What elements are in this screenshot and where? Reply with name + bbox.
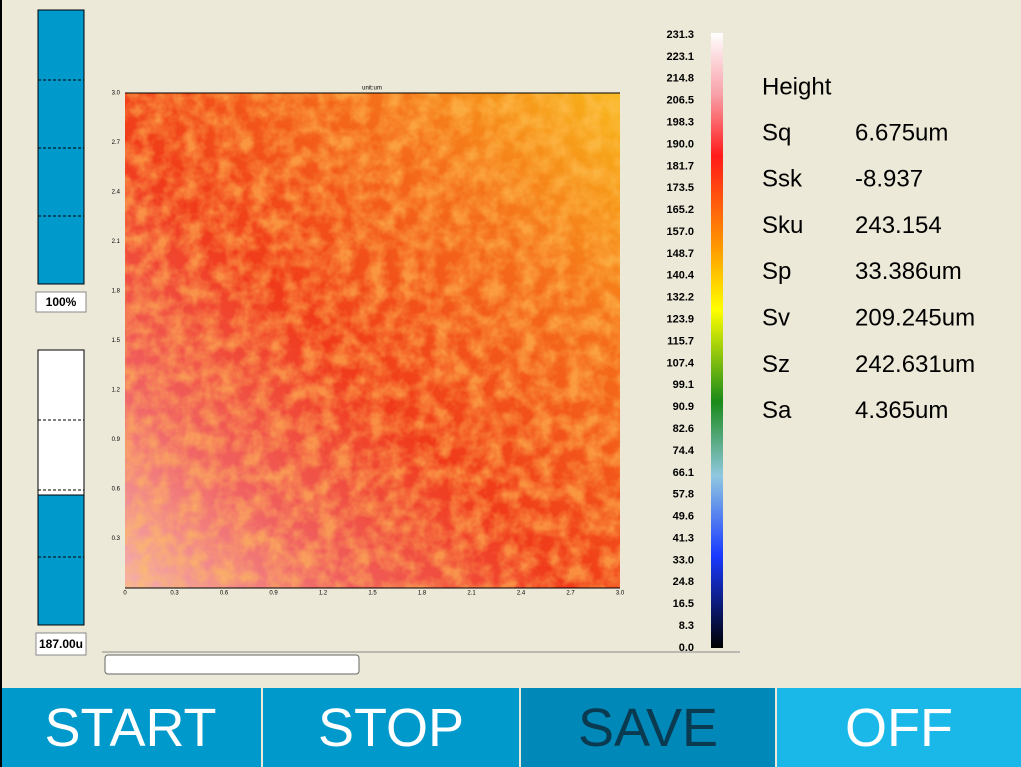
colorbar (711, 33, 723, 648)
map-x-tick: 1.2 (319, 591, 328, 597)
stat-value: 243.154 (855, 212, 942, 239)
height-map-texture (125, 93, 620, 588)
colorbar-label: 41.3 (673, 532, 694, 544)
colorbar-label: 24.8 (673, 576, 694, 588)
stat-name: Sq (762, 119, 791, 146)
colorbar-label: 8.3 (679, 620, 694, 632)
map-title: unit:um (362, 86, 382, 92)
colorbar-label: 140.4 (666, 270, 694, 282)
stat-name: Sz (762, 351, 790, 378)
colorbar-label: 99.1 (673, 379, 694, 391)
colorbar-label: 132.2 (666, 292, 694, 304)
colorbar-label: 16.5 (673, 598, 694, 610)
colorbar-label: 223.1 (666, 51, 694, 63)
stat-value: 6.675um (855, 119, 948, 146)
map-x-tick: 0.6 (220, 591, 229, 597)
button[interactable]: START (0, 688, 261, 767)
map-y-tick: 1.2 (112, 388, 121, 394)
colorbar-label: 173.5 (666, 182, 694, 194)
colorbar-label: 231.3 (666, 29, 694, 41)
colorbar-label: 115.7 (667, 335, 694, 347)
button[interactable]: OFF (777, 688, 1021, 767)
map-x-tick: 0.3 (170, 591, 179, 597)
stat-value: 33.386um (855, 258, 962, 285)
map-x-tick: 3.0 (616, 591, 625, 597)
stats-title: Height (762, 73, 832, 100)
stat-name: Sa (762, 397, 792, 424)
colorbar-label: 198.3 (666, 116, 694, 128)
stat-value: 242.631um (855, 351, 975, 378)
colorbar-label: 107.4 (666, 357, 694, 369)
button[interactable]: SAVE (521, 688, 775, 767)
colorbar-label: 190.0 (666, 138, 694, 150)
map-x-tick: 2.1 (467, 591, 476, 597)
colorbar-label: 181.7 (666, 160, 694, 172)
map-x-tick: 2.7 (566, 591, 575, 597)
map-y-tick: 0.3 (112, 536, 121, 542)
gauge-fill (38, 495, 84, 625)
map-x-tick: 1.5 (368, 591, 377, 597)
colorbar-label: 206.5 (666, 95, 694, 107)
map-y-tick: 3.0 (112, 91, 121, 97)
gauge-label: 187.00u (39, 637, 83, 651)
colorbar-label: 214.8 (666, 73, 694, 85)
button[interactable]: STOP (263, 688, 519, 767)
colorbar-label: 33.0 (673, 554, 694, 566)
map-y-tick: 2.1 (112, 239, 121, 245)
colorbar-label: 57.8 (673, 489, 694, 501)
map-y-tick: 2.4 (112, 190, 121, 196)
map-y-tick: 0.6 (112, 487, 121, 493)
colorbar-label: 165.2 (666, 204, 694, 216)
scroll-thumb[interactable] (105, 655, 359, 674)
app-window: 100% 187.00u unit:um Height 0 0.3 0.6 0.9 1.… (0, 0, 1021, 767)
stat-value: -8.937 (855, 166, 923, 193)
map-x-tick: 1.8 (418, 591, 427, 597)
colorbar-label: 49.6 (673, 511, 694, 523)
map-y-tick: 1.5 (112, 338, 121, 344)
map-y-tick: 1.8 (112, 289, 121, 295)
colorbar-label: 0.0 (679, 642, 694, 654)
colorbar-label: 74.4 (673, 445, 695, 457)
stat-value: 4.365um (855, 397, 948, 424)
map-x-tick: 0 (123, 591, 127, 597)
colorbar-label: 66.1 (673, 467, 694, 479)
colorbar-label: 123.9 (666, 314, 694, 326)
stat-name: Sku (762, 212, 803, 239)
stat-name: Ssk (762, 166, 803, 193)
stat-name: Sv (762, 305, 790, 332)
map-y-tick: 0.9 (112, 437, 121, 443)
colorbar-label: 82.6 (673, 423, 694, 435)
colorbar-label: 90.9 (673, 401, 694, 413)
colorbar-label: 148.7 (666, 248, 694, 260)
stat-value: 209.245um (855, 305, 975, 332)
panel: 100% 187.00u unit:um Height 0 0.3 0.6 0.9 1.… (2, 0, 1021, 688)
map-x-tick: 0.9 (269, 591, 278, 597)
colorbar-label: 157.0 (666, 226, 694, 238)
gauge-label: 100% (46, 295, 77, 309)
map-y-tick: 2.7 (112, 140, 121, 146)
gauge-bar (38, 10, 84, 284)
map-x-tick: 2.4 (517, 591, 526, 597)
stat-name: Sp (762, 258, 791, 285)
